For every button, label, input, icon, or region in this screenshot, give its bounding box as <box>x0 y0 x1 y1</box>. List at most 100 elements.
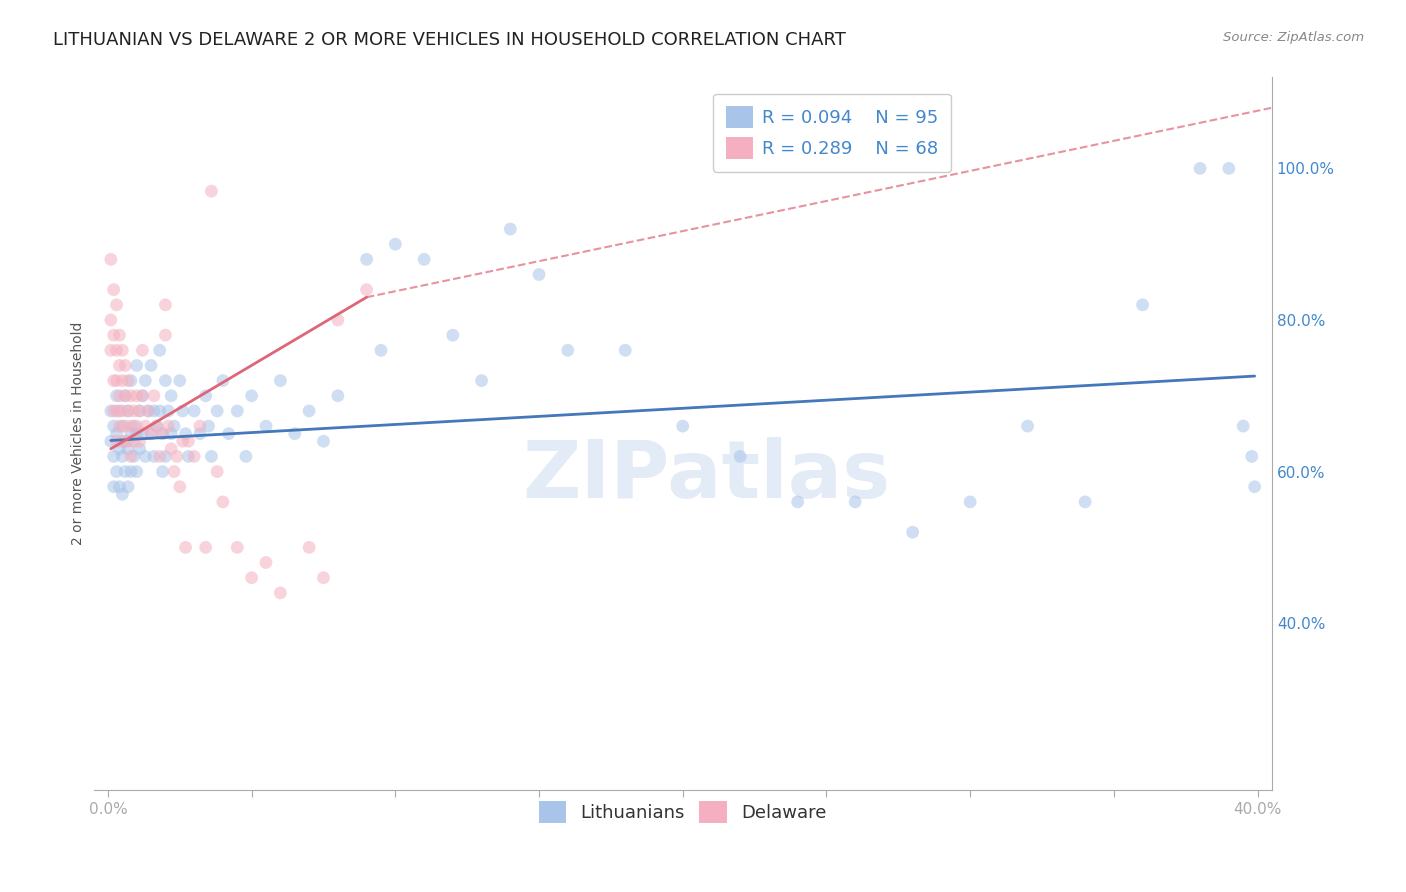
Point <box>471 374 494 388</box>
Point <box>100 404 122 418</box>
Point <box>125 426 148 441</box>
Point <box>499 222 522 236</box>
Point <box>174 426 197 441</box>
Point <box>1017 419 1039 434</box>
Point <box>120 419 142 434</box>
Point <box>114 434 136 449</box>
Point <box>177 434 200 449</box>
Point <box>103 480 125 494</box>
Point <box>672 419 695 434</box>
Point <box>254 556 277 570</box>
Point <box>128 404 150 418</box>
Point <box>160 426 183 441</box>
Point <box>298 404 321 418</box>
Point <box>105 389 128 403</box>
Point <box>172 434 194 449</box>
Point <box>527 268 550 282</box>
Point <box>218 426 240 441</box>
Text: ZIPatlas: ZIPatlas <box>522 437 890 516</box>
Point <box>120 450 142 464</box>
Point <box>1218 161 1240 176</box>
Point <box>149 404 172 418</box>
Point <box>120 374 142 388</box>
Point <box>128 442 150 456</box>
Point <box>122 404 145 418</box>
Point <box>103 374 125 388</box>
Point <box>134 374 156 388</box>
Point <box>183 450 205 464</box>
Point <box>557 343 579 358</box>
Point <box>149 343 172 358</box>
Point <box>901 525 924 540</box>
Point <box>1240 450 1263 464</box>
Point <box>212 374 235 388</box>
Point <box>125 359 148 373</box>
Point <box>120 465 142 479</box>
Point <box>117 374 139 388</box>
Point <box>157 419 180 434</box>
Point <box>122 434 145 449</box>
Point <box>142 404 165 418</box>
Point <box>212 495 235 509</box>
Point <box>326 389 349 403</box>
Point <box>240 389 263 403</box>
Point <box>157 404 180 418</box>
Point <box>200 184 222 198</box>
Point <box>117 442 139 456</box>
Point <box>103 328 125 343</box>
Y-axis label: 2 or more Vehicles in Household: 2 or more Vehicles in Household <box>72 322 86 545</box>
Point <box>1243 480 1265 494</box>
Point <box>146 419 169 434</box>
Point <box>194 541 217 555</box>
Point <box>131 389 153 403</box>
Point <box>160 389 183 403</box>
Point <box>114 465 136 479</box>
Point <box>200 450 222 464</box>
Point <box>134 450 156 464</box>
Point <box>111 487 134 501</box>
Point <box>1132 298 1154 312</box>
Point <box>108 480 131 494</box>
Point <box>128 434 150 449</box>
Point <box>103 450 125 464</box>
Point <box>114 389 136 403</box>
Point <box>194 389 217 403</box>
Point <box>136 404 159 418</box>
Point <box>155 374 177 388</box>
Point <box>105 404 128 418</box>
Point <box>356 252 378 267</box>
Point <box>100 252 122 267</box>
Point <box>117 404 139 418</box>
Point <box>100 313 122 327</box>
Point <box>105 434 128 449</box>
Point <box>1232 419 1254 434</box>
Point <box>614 343 637 358</box>
Point <box>105 374 128 388</box>
Point <box>131 426 153 441</box>
Point <box>103 283 125 297</box>
Point <box>122 419 145 434</box>
Point <box>111 434 134 449</box>
Point <box>298 541 321 555</box>
Point <box>152 426 174 441</box>
Point <box>269 586 291 600</box>
Point <box>226 541 249 555</box>
Point <box>177 450 200 464</box>
Point <box>384 237 406 252</box>
Point <box>326 313 349 327</box>
Point <box>163 465 186 479</box>
Point <box>108 359 131 373</box>
Point <box>134 419 156 434</box>
Point <box>111 404 134 418</box>
Point <box>197 419 219 434</box>
Point <box>131 389 153 403</box>
Point <box>108 419 131 434</box>
Point <box>174 541 197 555</box>
Point <box>1189 161 1212 176</box>
Point <box>166 450 188 464</box>
Point <box>136 404 159 418</box>
Legend: Lithuanians, Delaware: Lithuanians, Delaware <box>529 790 837 834</box>
Point <box>114 389 136 403</box>
Point <box>125 419 148 434</box>
Point <box>100 343 122 358</box>
